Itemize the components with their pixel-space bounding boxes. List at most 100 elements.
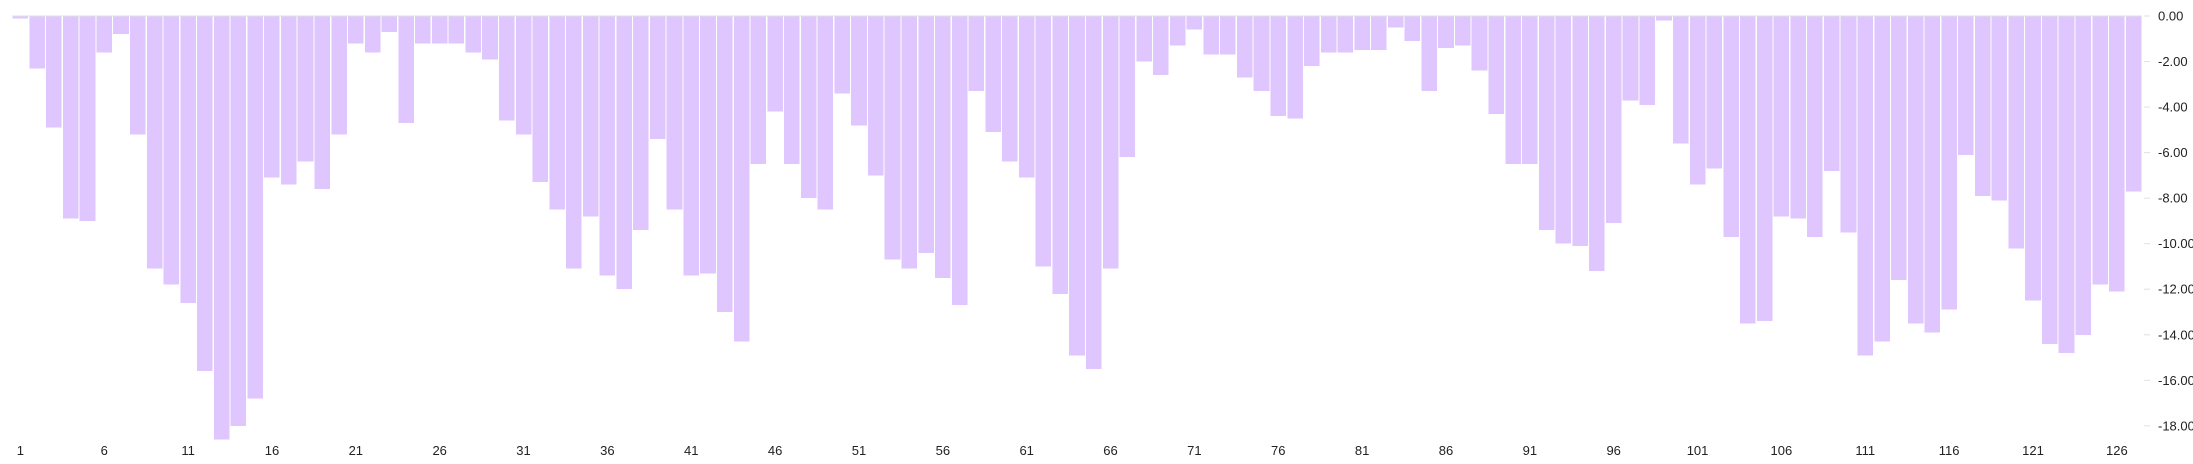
bar-81 [1354, 16, 1370, 51]
bar-120 [2008, 16, 2024, 249]
bar-64 [1069, 16, 1085, 356]
bar-54 [901, 16, 918, 269]
bar-104 [1740, 16, 1756, 324]
bar-53 [884, 16, 901, 260]
bar-66 [1102, 16, 1119, 269]
bar-127 [2125, 16, 2142, 192]
bar-65 [1085, 16, 1102, 369]
bar-70 [1169, 16, 1186, 46]
x-tick-label: 16 [265, 443, 279, 458]
bar-88 [1471, 16, 1488, 71]
y-tick-label: 0.00 [2158, 9, 2183, 24]
bar-12 [197, 16, 213, 372]
bar-33 [549, 16, 565, 210]
bar-51 [851, 16, 867, 126]
bar-68 [1136, 16, 1152, 62]
x-tick-label: 111 [1855, 443, 1875, 458]
bar-28 [465, 16, 481, 53]
bar-44 [733, 16, 750, 342]
bar-112 [1874, 16, 1890, 342]
y-tick-label: -14.00 [2158, 327, 2193, 342]
y-tick-label: -4.00 [2158, 100, 2188, 115]
bar-71 [1186, 16, 1203, 30]
bar-118 [1974, 16, 1991, 196]
bar-5 [79, 16, 96, 221]
bar-98 [1639, 16, 1656, 105]
bar-106 [1773, 16, 1790, 217]
bar-18 [297, 16, 314, 162]
x-tick-label: 11 [181, 443, 195, 458]
bar-67 [1119, 16, 1136, 158]
bar-8 [130, 16, 146, 135]
bar-38 [633, 16, 649, 231]
bar-34 [566, 16, 582, 269]
bar-107 [1790, 16, 1806, 219]
bar-111 [1857, 16, 1874, 356]
x-tick-label: 41 [684, 443, 698, 458]
bar-58 [968, 16, 985, 92]
bar-122 [2041, 16, 2058, 344]
x-tick-label: 86 [1439, 443, 1453, 458]
y-tick-label: -18.00 [2158, 418, 2193, 433]
bar-117 [1958, 16, 1974, 155]
bar-77 [1287, 16, 1303, 119]
bar-59 [985, 16, 1001, 133]
x-tick-label: 106 [1771, 443, 1793, 458]
bar-52 [867, 16, 884, 176]
x-tick-label: 31 [516, 443, 530, 458]
bar-19 [314, 16, 331, 190]
x-tick-label: 96 [1606, 443, 1620, 458]
bar-43 [717, 16, 733, 312]
bar-9 [146, 16, 163, 269]
bar-84 [1404, 16, 1421, 42]
bar-72 [1203, 16, 1219, 55]
bar-90 [1505, 16, 1521, 164]
bar-26 [431, 16, 448, 44]
bar-32 [532, 16, 549, 183]
x-tick-label: 121 [2022, 443, 2044, 458]
bar-17 [280, 16, 297, 185]
bar-10 [163, 16, 180, 285]
bar-37 [616, 16, 632, 290]
bar-97 [1622, 16, 1639, 101]
x-tick-label: 81 [1355, 443, 1369, 458]
bar-2 [29, 16, 45, 69]
bar-105 [1756, 16, 1773, 322]
bar-108 [1807, 16, 1823, 237]
bar-35 [582, 16, 599, 217]
bar-69 [1153, 16, 1169, 76]
bar-103 [1723, 16, 1739, 237]
bar-99 [1656, 16, 1672, 21]
y-tick-label: -10.00 [2158, 236, 2193, 251]
bar-125 [2092, 16, 2108, 285]
x-tick-label: 26 [432, 443, 446, 458]
bar-76 [1270, 16, 1287, 117]
bar-75 [1253, 16, 1270, 92]
bar-46 [767, 16, 783, 112]
y-axis-ticks: 0.00 -2.00 -4.00 -6.00 -8.00 -10.00 -12.00 -14.… [2144, 9, 2193, 433]
x-tick-label: 66 [1103, 443, 1117, 458]
bar-4 [62, 16, 79, 219]
bar-30 [498, 16, 515, 121]
x-tick-label: 56 [936, 443, 950, 458]
x-tick-label: 21 [349, 443, 363, 458]
bar-63 [1052, 16, 1069, 294]
bar-47 [784, 16, 800, 164]
bar-14 [230, 16, 247, 426]
bar-109 [1823, 16, 1840, 171]
bar-45 [750, 16, 767, 164]
bar-87 [1454, 16, 1471, 46]
y-tick-label: -8.00 [2158, 191, 2188, 206]
bar-89 [1488, 16, 1505, 114]
y-tick-label: -2.00 [2158, 54, 2188, 69]
bar-27 [448, 16, 465, 44]
x-tick-label: 46 [768, 443, 782, 458]
bar-92 [1538, 16, 1555, 231]
bar-40 [666, 16, 683, 210]
x-tick-label: 1 [17, 443, 24, 458]
bar-91 [1522, 16, 1538, 164]
x-tick-label: 36 [600, 443, 614, 458]
bar-1 [12, 16, 29, 19]
bar-113 [1891, 16, 1907, 281]
bar-39 [649, 16, 666, 139]
